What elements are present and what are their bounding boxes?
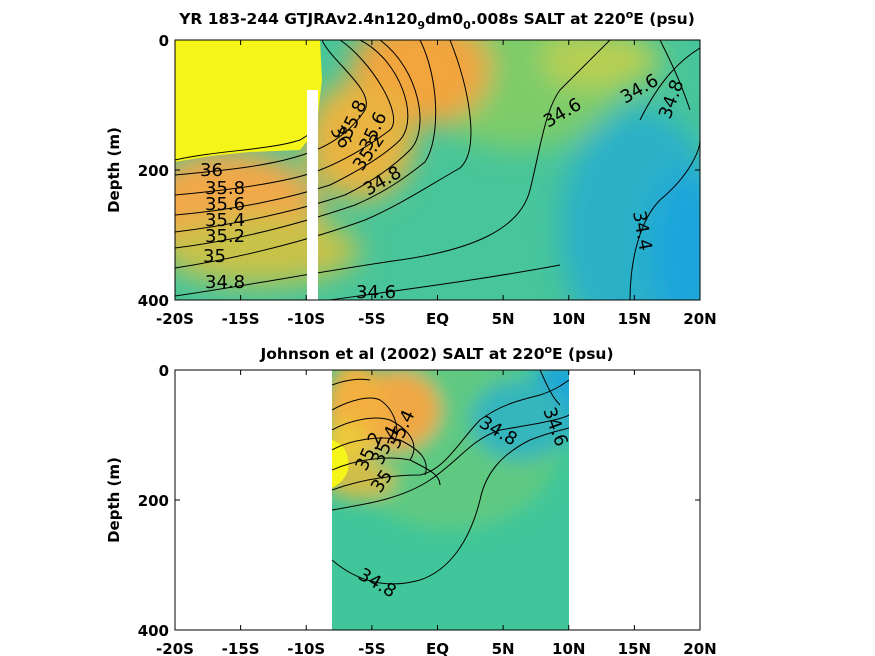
y-tick-label: 200 <box>138 162 169 180</box>
panel-2-heatmap: 35.4 35.4 35.2 35 34.8 34.6 34.8 <box>332 370 569 630</box>
x-tick-label: 20N <box>683 310 716 328</box>
panel-2-ylabel: Depth (m) <box>105 457 123 543</box>
x-tick-label: -10S <box>287 640 325 656</box>
y-tick-label: 400 <box>138 622 169 640</box>
panel-2-title: Johnson et al (2002) SALT at 220oE (psu) <box>259 343 613 363</box>
y-tick-label: 400 <box>138 292 169 310</box>
panel-1-ylabel: Depth (m) <box>105 127 123 213</box>
contour-label: 35.8 <box>205 178 245 199</box>
x-tick-label: EQ <box>426 310 449 328</box>
x-tick-label: -10S <box>287 310 325 328</box>
panel-2-contours <box>332 370 569 585</box>
contour-label: 34.8 <box>205 272 245 293</box>
x-tick-label: 15N <box>618 310 651 328</box>
x-tick-label: -15S <box>222 310 260 328</box>
panel-1-contours <box>175 40 700 300</box>
x-tick-label: -20S <box>156 310 194 328</box>
x-tick-label: 20N <box>683 640 716 656</box>
panel-1: YR 183-244 GTJRAv2.4n1209dm00.008s SALT … <box>105 8 717 328</box>
panel-2-ticks: -20S -15S -10S -5S EQ 5N 10N 15N 20N 0 200 400 <box>138 362 717 656</box>
x-tick-label: -20S <box>156 640 194 656</box>
x-tick-label: 5N <box>492 310 515 328</box>
panel-1-ticks: -20S -15S -10S -5S EQ 5N 10N 15N 20N 0 200 400 <box>138 32 717 328</box>
contour-label: 35.2 <box>205 226 245 247</box>
x-tick-label: -5S <box>358 310 385 328</box>
y-tick-label: 0 <box>159 362 169 380</box>
x-tick-label: 5N <box>492 640 515 656</box>
contour-label: 35.4 <box>205 210 245 231</box>
y-tick-label: 200 <box>138 492 169 510</box>
x-tick-label: 10N <box>552 640 585 656</box>
x-tick-label: -15S <box>222 640 260 656</box>
contour-label: 34.6 <box>356 282 396 303</box>
contour-label: 35 <box>203 246 226 267</box>
x-tick-label: 10N <box>552 310 585 328</box>
contour-label: 35.6 <box>205 194 245 215</box>
x-tick-label: EQ <box>426 640 449 656</box>
panel-2: Johnson et al (2002) SALT at 220oE (psu) <box>105 343 717 656</box>
panel-1-heatmap: 36 35.8 35.6 35.4 35.2 35 34.8 34.6 36 3… <box>175 40 700 303</box>
y-tick-label: 0 <box>159 32 169 50</box>
contour-label: 36 <box>200 160 223 181</box>
x-tick-label: 15N <box>618 640 651 656</box>
panel-1-title: YR 183-244 GTJRAv2.4n1209dm00.008s SALT … <box>178 8 695 32</box>
x-tick-label: -5S <box>358 640 385 656</box>
